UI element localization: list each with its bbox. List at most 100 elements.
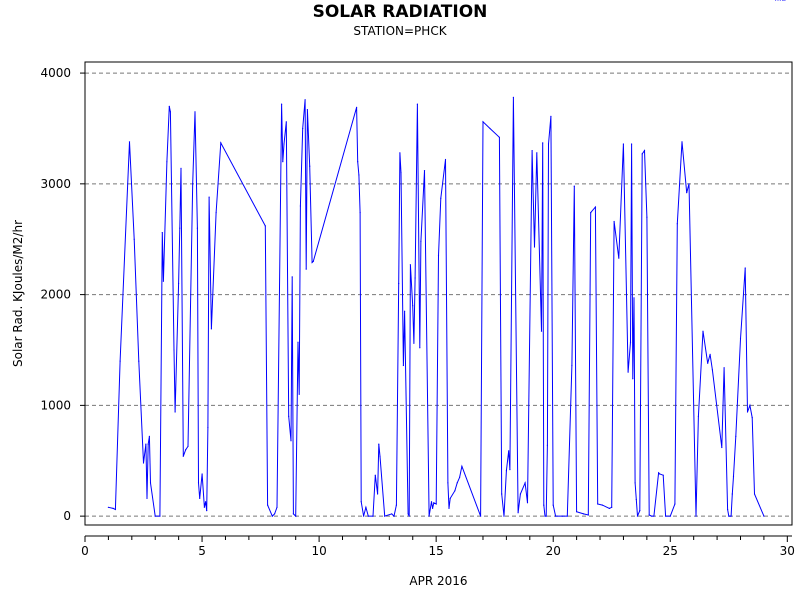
data-point	[540, 330, 543, 332]
data-point	[536, 152, 538, 154]
data-point	[419, 347, 421, 349]
data-point	[283, 143, 285, 145]
data-point	[142, 462, 145, 464]
y-axis: 0 1000 2000 3000 4000	[40, 66, 85, 523]
data-point	[707, 362, 709, 364]
data-point	[732, 475, 735, 477]
data-point	[480, 515, 482, 517]
data-point	[292, 513, 294, 515]
data-point	[359, 212, 361, 214]
data-point	[702, 330, 704, 332]
data-point	[149, 482, 152, 484]
data-point	[509, 469, 511, 471]
data-point	[440, 197, 442, 199]
data-point	[543, 504, 545, 506]
data-point	[653, 515, 655, 517]
data-point	[391, 513, 393, 515]
data-point	[428, 515, 430, 517]
data-point	[297, 341, 299, 343]
series-line-solar-radiation	[108, 97, 765, 518]
data-point	[290, 440, 292, 442]
data-point	[276, 506, 278, 508]
data-point	[782, 0, 784, 1]
data-point	[372, 515, 374, 517]
data-point	[601, 504, 604, 506]
data-point	[449, 497, 451, 499]
data-point	[641, 153, 643, 155]
data-point	[688, 183, 690, 185]
data-point	[378, 443, 380, 445]
data-point	[305, 268, 307, 270]
data-point	[377, 493, 379, 495]
data-point	[179, 227, 181, 229]
data-point	[291, 276, 293, 278]
data-point	[192, 183, 194, 185]
data-point	[545, 515, 547, 517]
data-point	[432, 507, 434, 509]
data-point	[180, 167, 182, 169]
data-point	[695, 515, 697, 517]
data-point	[636, 515, 639, 517]
data-point	[482, 121, 484, 123]
data-point	[412, 305, 414, 307]
data-point	[739, 338, 742, 340]
x-axis-label: APR 2016	[409, 574, 467, 588]
data-point	[632, 378, 634, 380]
data-point	[526, 502, 529, 504]
data-point	[196, 227, 198, 229]
data-point	[629, 341, 632, 343]
data-point	[302, 127, 304, 130]
data-point	[374, 474, 376, 476]
data-point	[631, 143, 633, 145]
data-point	[777, 0, 779, 1]
data-point	[128, 141, 131, 143]
x-tick-label: 0	[81, 544, 89, 558]
data-point	[763, 515, 765, 517]
x-tick-label: 10	[311, 544, 326, 558]
data-point	[282, 161, 284, 163]
data-point	[182, 455, 184, 457]
y-tick-label: 0	[63, 509, 71, 523]
data-point	[304, 99, 306, 101]
data-point	[489, 127, 491, 130]
data-point	[627, 371, 629, 373]
data-point	[749, 404, 751, 406]
data-point	[676, 223, 678, 225]
data-point	[399, 152, 401, 154]
data-point	[161, 232, 163, 234]
data-point	[168, 105, 170, 107]
data-point	[312, 260, 314, 262]
data-point	[779, 0, 781, 1]
data-point	[185, 449, 187, 451]
data-point	[404, 310, 406, 312]
data-point	[633, 297, 635, 299]
data-point	[751, 417, 753, 419]
data-point	[205, 501, 207, 503]
data-point	[295, 515, 297, 517]
data-point	[402, 364, 404, 367]
data-point	[400, 172, 402, 174]
data-point	[267, 504, 269, 506]
data-point	[208, 196, 210, 198]
data-point	[174, 411, 176, 413]
data-point	[547, 143, 550, 145]
plot-frame	[84, 61, 793, 526]
data-point	[365, 506, 367, 508]
data-point	[264, 225, 266, 227]
data-point	[159, 515, 161, 517]
x-axis: 0 5 10 15 20 25 30	[81, 535, 795, 558]
data-point	[730, 515, 732, 517]
data-point	[271, 515, 273, 517]
data-point	[681, 141, 683, 143]
data-point	[384, 515, 386, 517]
data-point	[775, 0, 777, 1]
data-point	[187, 445, 189, 447]
data-point	[194, 111, 196, 113]
x-tick-label: 5	[198, 544, 206, 558]
data-point	[517, 512, 519, 514]
data-point	[650, 515, 653, 517]
data-point	[542, 142, 544, 144]
data-point	[709, 353, 711, 355]
data-point	[665, 515, 667, 517]
